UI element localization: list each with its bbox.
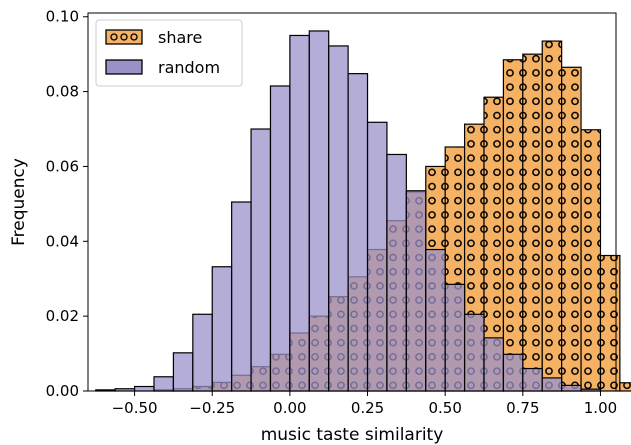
random-bar [231, 201, 252, 392]
random-bar [366, 121, 388, 392]
legend-swatch-random [105, 59, 143, 75]
share-bar-hatch [561, 67, 582, 391]
legend-label-random: random [158, 58, 220, 77]
legend-label-share: share [158, 28, 202, 47]
legend-hatch-circle [110, 33, 118, 41]
random-bar [463, 313, 485, 392]
random-bar [328, 45, 349, 392]
legend-hatch-circle [120, 33, 128, 41]
x-tick-label: 0.50 [428, 399, 461, 417]
random-bar [211, 266, 233, 392]
x-axis: −0.50 −0.25 0.00 0.25 0.50 0.75 1.00 [112, 391, 617, 417]
share-bar-hatch [484, 97, 504, 392]
x-tick-label: 0.00 [273, 399, 306, 417]
y-tick-label: 0.06 [46, 157, 79, 175]
legend-hatch-circle [130, 33, 138, 41]
random-bar [133, 385, 155, 392]
plot-frame [87, 12, 617, 392]
share-bar-hatch [522, 54, 543, 392]
x-tick-label: 0.75 [506, 399, 539, 417]
random-bar [172, 352, 194, 392]
share-bar-hatch [619, 382, 631, 391]
y-tick-label: 0.02 [46, 307, 79, 325]
random-bar [347, 73, 369, 392]
random-bar [269, 85, 291, 392]
random-bar [425, 248, 446, 392]
legend: share random [95, 19, 243, 87]
x-tick-label: 1.00 [584, 399, 617, 417]
random-bar [386, 153, 407, 392]
random-bar [153, 376, 175, 392]
y-axis-label: Frequency [9, 158, 29, 246]
random-bar [541, 377, 563, 392]
random-bar [250, 128, 272, 392]
y-tick-label: 0.00 [46, 382, 79, 400]
random-bar [522, 367, 543, 392]
random-bar [192, 313, 213, 392]
y-tick-label: 0.08 [46, 83, 79, 101]
share-bar-hatch [581, 129, 601, 391]
x-axis-label: music taste similarity [261, 425, 444, 445]
random-bar [308, 30, 330, 392]
y-axis: 0.00 0.02 0.04 0.06 0.08 0.10 [46, 8, 88, 400]
share-bar-hatch [503, 59, 523, 392]
random-bar [483, 337, 505, 392]
x-tick-label: 0.25 [351, 399, 384, 417]
random-bar [444, 283, 466, 392]
x-tick-label: −0.25 [189, 399, 235, 417]
share-bar-hatch [542, 41, 562, 391]
random-bar [561, 384, 582, 392]
x-tick-label: −0.50 [112, 399, 158, 417]
share-bar-hatch [600, 255, 620, 391]
random-bar [502, 353, 524, 392]
y-tick-label: 0.10 [46, 8, 79, 26]
random-bar [405, 190, 427, 392]
random-bar [289, 34, 310, 392]
y-tick-label: 0.04 [46, 232, 79, 250]
